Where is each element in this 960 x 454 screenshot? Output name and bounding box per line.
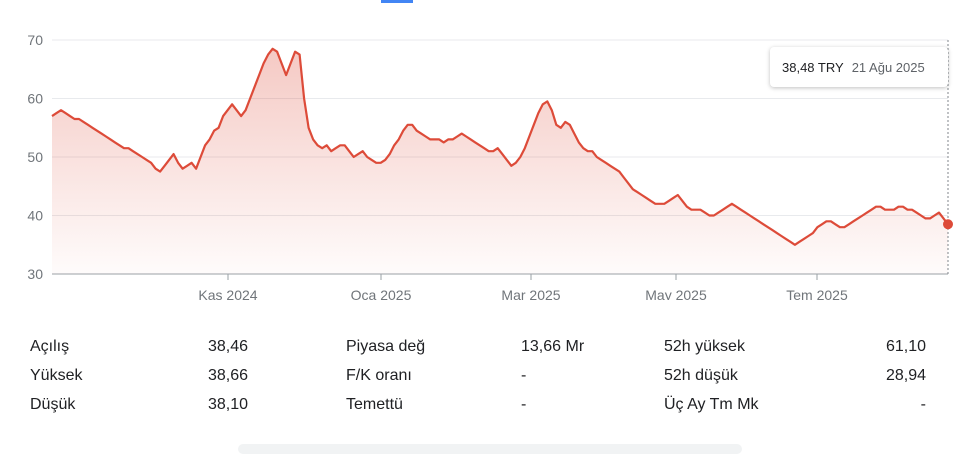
stat-label-market-cap: Piyasa değ	[346, 338, 426, 355]
y-tick-label: 70	[27, 32, 43, 48]
stat-value-market-cap: 13,66 Mr	[521, 338, 585, 355]
stat-value-high: 38,66	[207, 367, 248, 384]
price-tooltip: 38,48 TRY 21 Ağu 2025	[770, 47, 948, 87]
tooltip-price: 38,48 TRY	[782, 59, 844, 75]
price-chart[interactable]: 70 60 50 40 30 Kas 2024 Oca 2025 Mar 2025 May 2…	[0, 0, 960, 300]
x-tick-label: Tem 2025	[786, 287, 848, 300]
stat-value-dividend: -	[521, 396, 527, 413]
tooltip-date: 21 Ağu 2025	[851, 59, 925, 75]
y-tick-label: 60	[27, 91, 43, 107]
x-tick-label: May 2025	[645, 287, 707, 300]
stat-label-low: Düşük	[30, 396, 76, 413]
price-area	[52, 48, 948, 274]
last-price-marker	[943, 219, 953, 230]
stat-value-pe-ratio: -	[521, 367, 527, 384]
stat-value-3m-volume: -	[920, 396, 926, 413]
stat-label-dividend: Temettü	[346, 396, 403, 413]
stat-value-52w-high: 61,10	[885, 338, 926, 355]
y-axis-labels: 70 60 50 40 30	[27, 32, 43, 282]
stat-label-open: Açılış	[30, 338, 70, 355]
stat-label-high: Yüksek	[30, 367, 83, 384]
stat-label-52w-low: 52h düşük	[664, 367, 738, 384]
stat-label-52w-high: 52h yüksek	[664, 338, 745, 355]
stat-value-52w-low: 28,94	[885, 367, 926, 384]
bottom-panel[interactable]	[238, 444, 742, 454]
price-line	[51, 47, 949, 246]
stat-value-open: 38,46	[207, 338, 248, 355]
y-tick-label: 40	[27, 208, 43, 224]
x-axis-labels: Kas 2024 Oca 2025 Mar 2025 May 2025 Tem 2025	[198, 274, 848, 300]
x-tick-label: Oca 2025	[351, 287, 412, 300]
active-tab-indicator	[381, 0, 413, 3]
stat-value-low: 38,10	[207, 396, 248, 413]
y-tick-label: 30	[27, 266, 43, 282]
stat-label-pe-ratio: F/K oranı	[346, 367, 412, 384]
x-tick-label: Kas 2024	[198, 287, 257, 300]
x-tick-label: Mar 2025	[501, 287, 560, 300]
y-tick-label: 50	[27, 149, 43, 165]
stat-label-3m-volume: Üç Ay Tm Mk	[664, 396, 759, 413]
